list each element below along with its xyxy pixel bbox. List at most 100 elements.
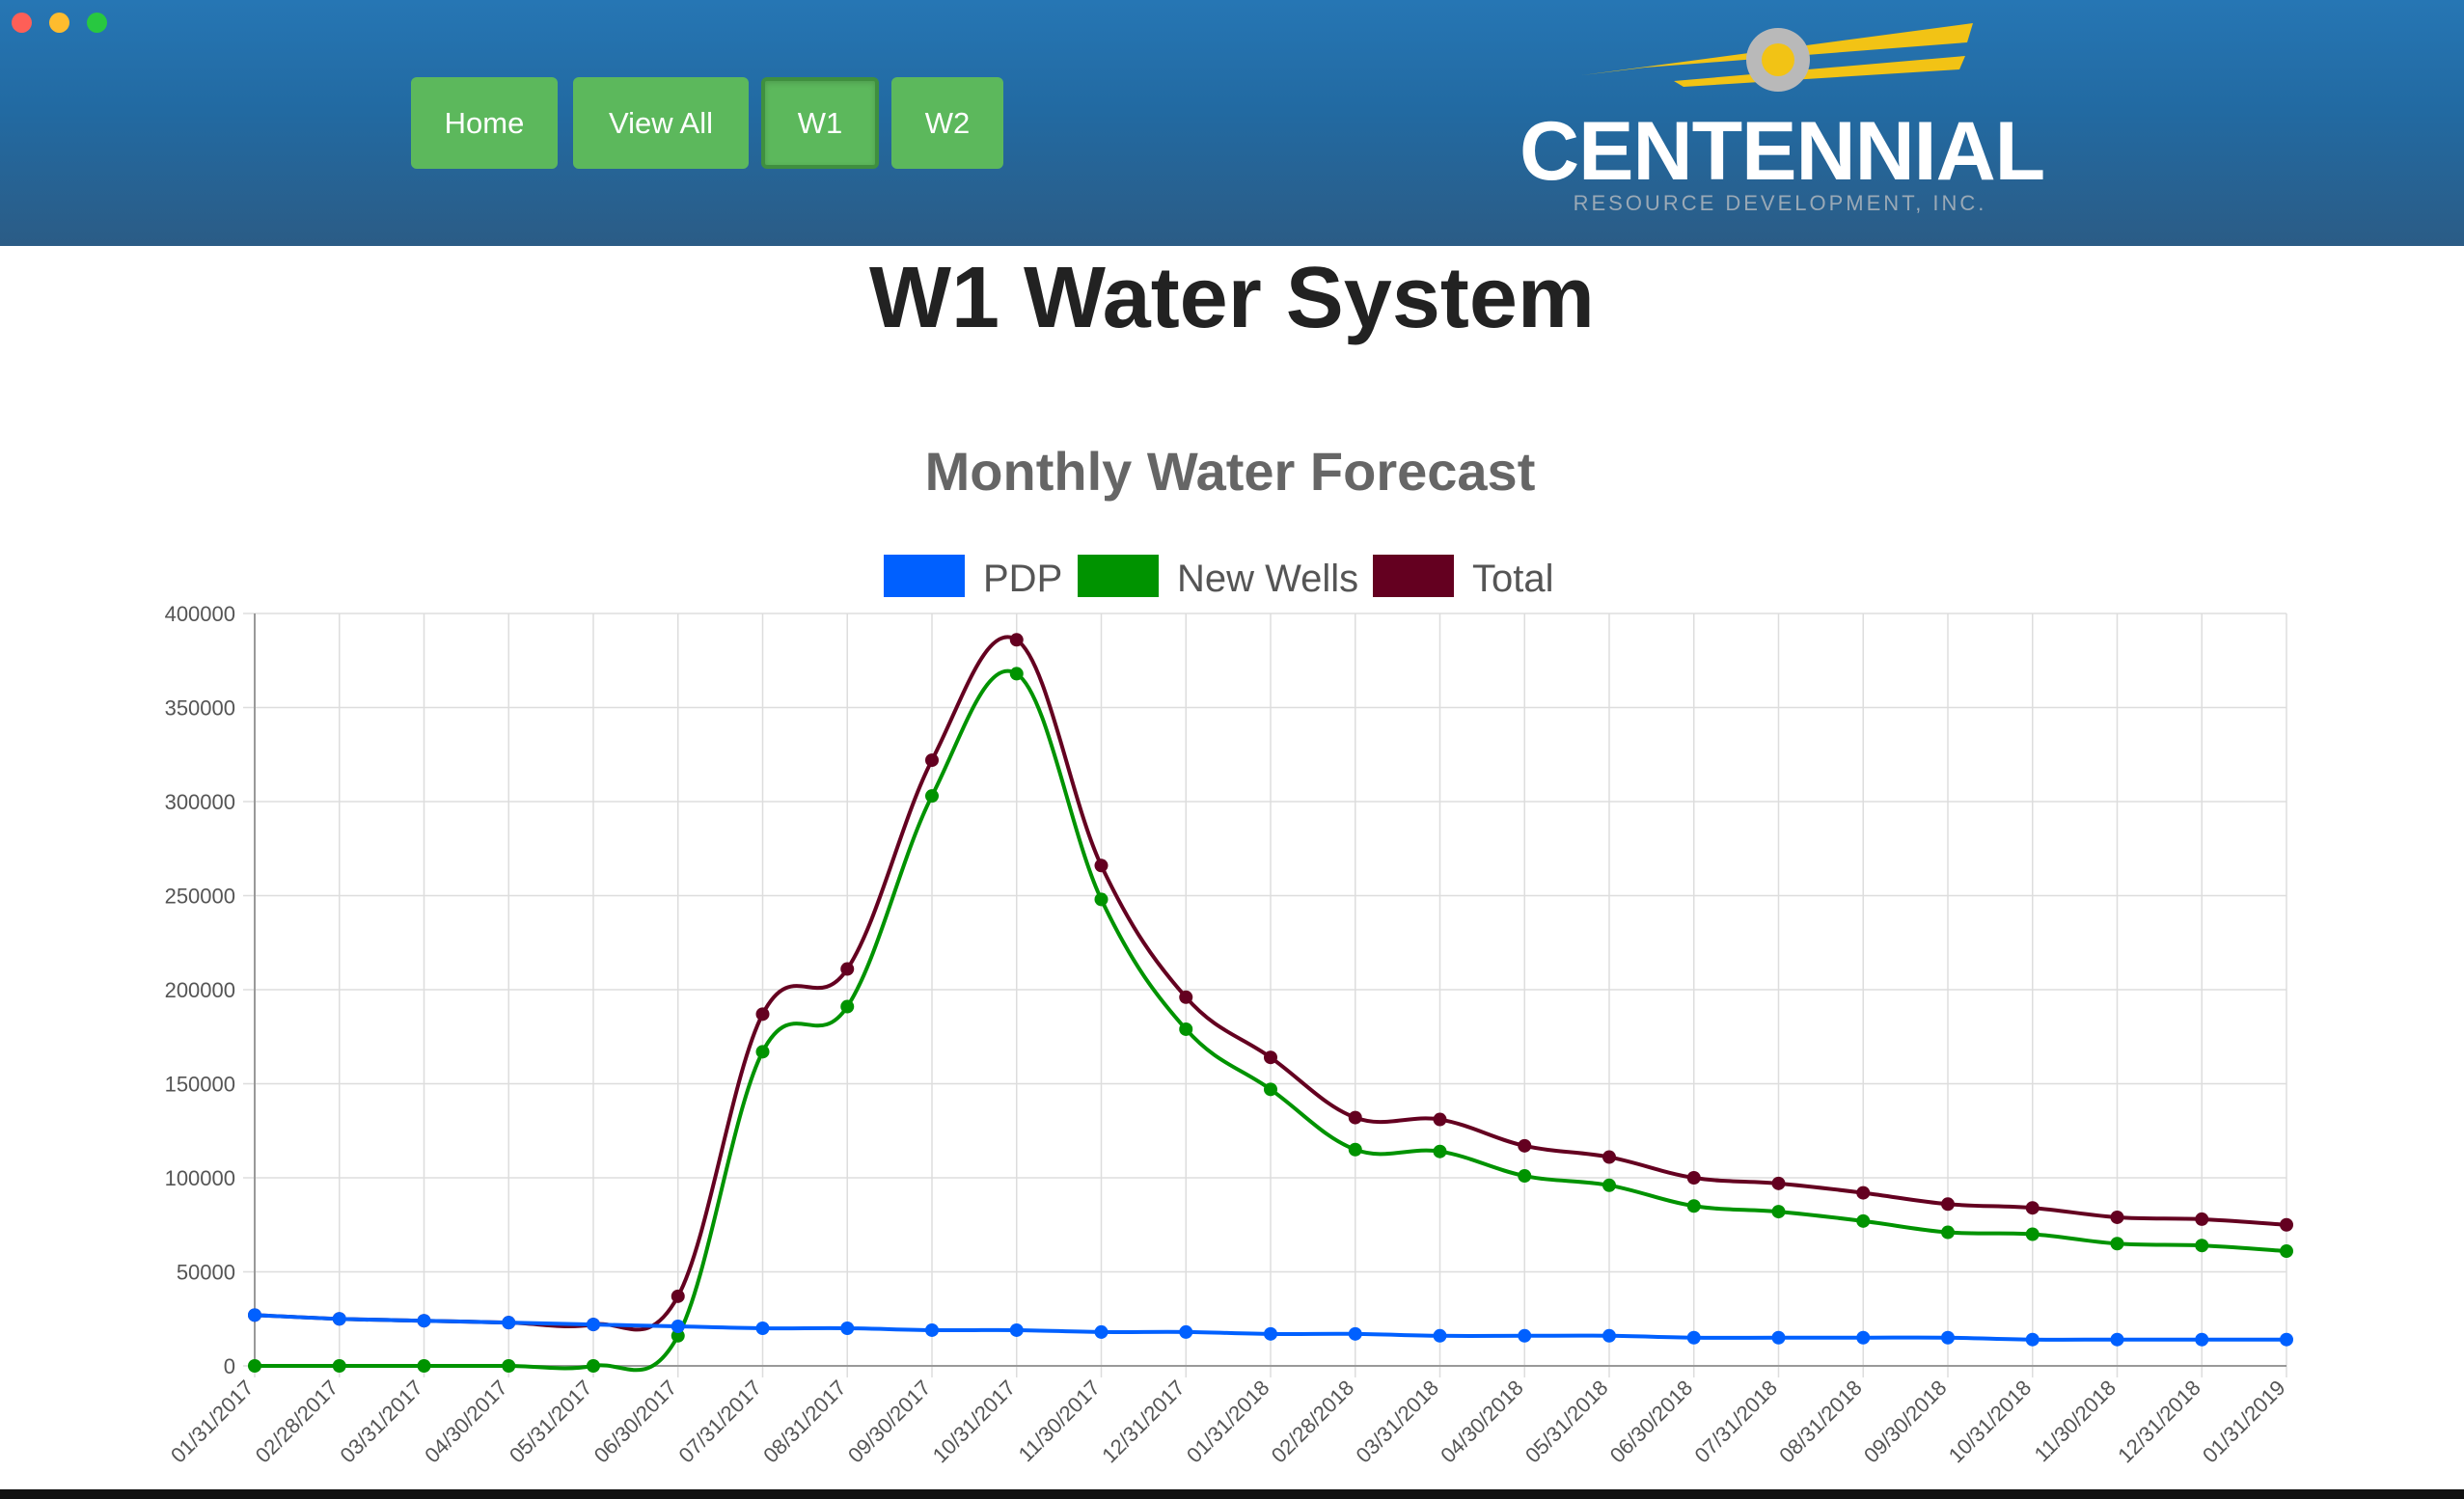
data-point-pdp[interactable] — [1856, 1330, 1871, 1345]
data-point-new-wells[interactable] — [1771, 1205, 1786, 1219]
data-point-new-wells[interactable] — [1264, 1082, 1277, 1097]
data-point-new-wells[interactable] — [671, 1328, 685, 1343]
data-point-new-wells[interactable] — [1094, 892, 1109, 907]
x-tick-label: 05/31/2017 — [505, 1376, 597, 1468]
data-point-pdp[interactable] — [248, 1308, 261, 1322]
data-point-new-wells[interactable] — [2280, 1244, 2293, 1259]
data-point-total[interactable] — [1264, 1050, 1277, 1065]
x-tick-label: 03/31/2018 — [1351, 1376, 1443, 1468]
data-point-pdp[interactable] — [755, 1322, 770, 1335]
data-point-new-wells[interactable] — [248, 1359, 261, 1373]
x-tick-label: 10/31/2018 — [1944, 1376, 2037, 1468]
data-point-total[interactable] — [2280, 1217, 2293, 1232]
x-tick-label: 11/30/2018 — [2030, 1376, 2121, 1466]
data-point-new-wells[interactable] — [1686, 1199, 1701, 1213]
data-point-pdp[interactable] — [2195, 1332, 2209, 1347]
data-point-total[interactable] — [1856, 1186, 1871, 1200]
data-point-pdp[interactable] — [417, 1314, 431, 1328]
nav-w2-button[interactable]: W2 — [891, 77, 1003, 169]
data-point-new-wells[interactable] — [2110, 1237, 2124, 1251]
data-point-pdp[interactable] — [2280, 1332, 2293, 1347]
data-point-new-wells[interactable] — [502, 1359, 516, 1373]
data-point-new-wells[interactable] — [1433, 1144, 1447, 1158]
nav-w1-button[interactable]: W1 — [761, 77, 879, 169]
data-point-new-wells[interactable] — [925, 789, 939, 804]
data-point-total[interactable] — [1433, 1112, 1447, 1127]
app-header: Home View All W1 W2 CENTENNIAL RESOURCE … — [0, 0, 2464, 246]
chart-title: Monthly Water Forecast — [925, 441, 1536, 502]
data-point-new-wells[interactable] — [1602, 1178, 1616, 1192]
page-title: W1 Water System — [869, 250, 1595, 346]
data-point-pdp[interactable] — [1264, 1326, 1277, 1341]
data-point-new-wells[interactable] — [1941, 1225, 1955, 1240]
data-point-total[interactable] — [840, 962, 855, 976]
data-point-new-wells[interactable] — [2195, 1239, 2209, 1253]
data-point-new-wells[interactable] — [755, 1045, 770, 1059]
data-point-pdp[interactable] — [1348, 1326, 1362, 1341]
data-point-pdp[interactable] — [925, 1322, 939, 1337]
data-point-total[interactable] — [1771, 1176, 1786, 1190]
data-point-total[interactable] — [1348, 1110, 1362, 1125]
window-close-button[interactable] — [12, 13, 32, 33]
data-point-pdp[interactable] — [840, 1322, 855, 1335]
data-point-pdp[interactable] — [2025, 1332, 2040, 1347]
data-point-pdp[interactable] — [1433, 1328, 1447, 1343]
data-point-pdp[interactable] — [1686, 1330, 1701, 1345]
window-minimize-button[interactable] — [49, 13, 69, 33]
legend-label-total[interactable]: Total — [1472, 558, 1554, 600]
y-tick-label: 250000 — [165, 885, 235, 909]
x-tick-label: 10/31/2017 — [928, 1376, 1021, 1468]
series-line-total — [254, 635, 2287, 1332]
data-point-new-wells[interactable] — [1348, 1142, 1362, 1157]
data-point-pdp[interactable] — [502, 1316, 516, 1330]
data-point-total[interactable] — [1686, 1171, 1701, 1185]
legend-swatch-new-wells[interactable] — [1078, 555, 1159, 597]
data-point-total[interactable] — [755, 1007, 770, 1022]
data-point-new-wells[interactable] — [332, 1359, 346, 1373]
nav-home-button[interactable]: Home — [411, 77, 558, 169]
x-tick-label: 12/31/2017 — [1097, 1376, 1190, 1468]
data-point-pdp[interactable] — [1009, 1322, 1024, 1337]
nav-view-all-button[interactable]: View All — [573, 77, 749, 169]
legend-label-new-wells[interactable]: New Wells — [1177, 558, 1358, 600]
company-logo: CENTENNIAL RESOURCE DEVELOPMENT, INC. — [1519, 19, 2045, 222]
legend-label-pdp[interactable]: PDP — [983, 558, 1062, 600]
data-point-new-wells[interactable] — [417, 1359, 431, 1373]
data-point-pdp[interactable] — [2110, 1332, 2124, 1347]
x-tick-label: 06/30/2018 — [1605, 1376, 1698, 1468]
data-point-new-wells[interactable] — [1009, 667, 1024, 681]
data-point-new-wells[interactable] — [1856, 1213, 1871, 1228]
legend-swatch-pdp[interactable] — [884, 555, 965, 597]
data-point-total[interactable] — [1602, 1150, 1616, 1164]
data-point-new-wells[interactable] — [587, 1359, 600, 1373]
x-tick-label: 04/30/2018 — [1436, 1376, 1528, 1468]
data-point-pdp[interactable] — [587, 1318, 600, 1332]
window-zoom-button[interactable] — [87, 13, 107, 33]
data-point-new-wells[interactable] — [1179, 1022, 1193, 1036]
data-point-total[interactable] — [2025, 1201, 2040, 1215]
data-point-pdp[interactable] — [1179, 1324, 1193, 1339]
legend-swatch-total[interactable] — [1373, 555, 1454, 597]
data-point-total[interactable] — [2195, 1212, 2209, 1226]
data-point-total[interactable] — [2110, 1210, 2124, 1224]
data-point-total[interactable] — [1009, 633, 1024, 647]
data-point-total[interactable] — [1094, 859, 1109, 873]
data-point-pdp[interactable] — [1602, 1328, 1616, 1343]
data-point-pdp[interactable] — [671, 1320, 685, 1334]
data-point-total[interactable] — [925, 753, 939, 768]
data-point-total[interactable] — [671, 1289, 685, 1303]
data-point-pdp[interactable] — [1518, 1328, 1532, 1343]
data-point-new-wells[interactable] — [2025, 1227, 2040, 1241]
data-point-total[interactable] — [1518, 1138, 1532, 1153]
data-point-pdp[interactable] — [332, 1312, 346, 1326]
data-point-pdp[interactable] — [1941, 1330, 1955, 1345]
data-point-pdp[interactable] — [1094, 1324, 1109, 1339]
data-point-total[interactable] — [1179, 990, 1193, 1004]
data-point-new-wells[interactable] — [1518, 1169, 1532, 1184]
y-tick-label: 350000 — [165, 696, 235, 721]
data-point-total[interactable] — [1941, 1197, 1955, 1212]
chart-legend: PDP New Wells Total — [884, 555, 1554, 600]
window-bottom-edge — [0, 1489, 2464, 1499]
data-point-new-wells[interactable] — [840, 999, 855, 1014]
data-point-pdp[interactable] — [1771, 1330, 1786, 1345]
